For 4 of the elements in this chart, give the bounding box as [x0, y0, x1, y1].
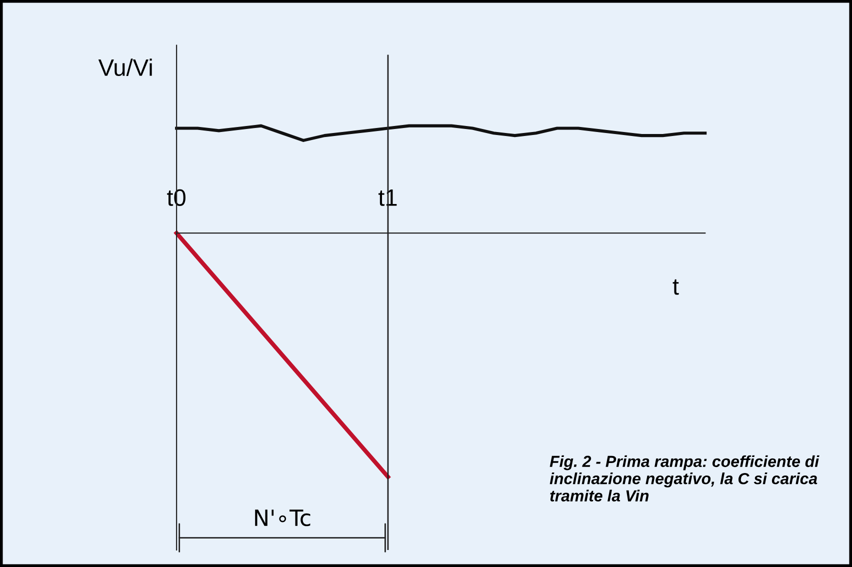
- annotation: Fig. 2 - Prima rampa: coefficiente di inclinazione negativo, la C si carica tramite la Vin: [550, 455, 820, 502]
- x-axis-title: t: [672, 279, 679, 295]
- text: N'∘Tc: [255, 510, 310, 526]
- y-axis-title: Vu/Vi: [98, 58, 152, 76]
